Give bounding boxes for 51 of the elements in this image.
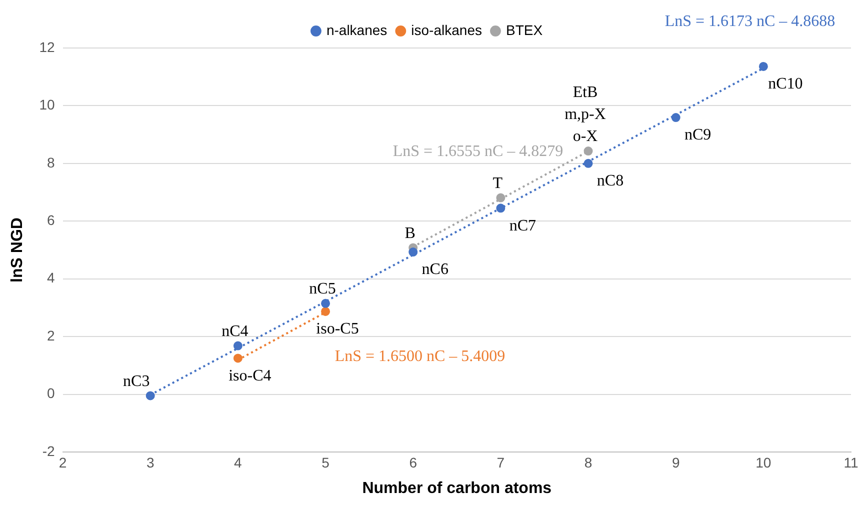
- point: [584, 158, 593, 168]
- x-tick-label: 3: [146, 454, 154, 470]
- x-tick-label: 11: [844, 454, 858, 470]
- point: [321, 298, 330, 308]
- x-tick-label: 2: [58, 454, 67, 470]
- annotation: LnS = 1.6500 nC – 5.4009: [334, 348, 506, 366]
- data-label: iso-C5: [316, 320, 359, 338]
- text: LnS = 1.6173 nC – 4.8688: [664, 13, 836, 30]
- annotation: LnS = 1.6555 nC – 4.8279: [392, 143, 564, 160]
- y-tick-label: 2: [46, 327, 55, 344]
- point: [321, 306, 330, 316]
- x-tick-label: 4: [234, 454, 242, 470]
- point: [496, 204, 506, 213]
- y-tick-label: -2: [42, 442, 55, 459]
- data-label: nC4: [222, 323, 248, 340]
- y-tick-label: 12: [39, 38, 55, 55]
- y-tick-label: 10: [39, 96, 55, 113]
- data-label: EtB m,p-X o-X: [564, 84, 606, 146]
- data-label: nC6: [422, 261, 448, 278]
- data-label: B: [404, 224, 416, 242]
- legend-label: BTEX: [506, 22, 544, 38]
- legend-label: iso-alkanes: [411, 22, 482, 38]
- x-tick-label: 6: [409, 454, 418, 470]
- data-label: nC9: [684, 126, 712, 144]
- x-axis-title: Number of carbon atoms: [362, 480, 552, 497]
- data-label: iso-C4: [228, 367, 272, 384]
- x-tick-label: 7: [496, 454, 505, 470]
- data-label: nC10: [768, 76, 803, 93]
- y-tick-label: 6: [46, 212, 55, 228]
- point: [671, 113, 680, 122]
- data-label: nC5: [309, 280, 336, 298]
- point: [408, 248, 418, 257]
- x-tick-label: 9: [672, 454, 680, 470]
- x-tick-label: 5: [322, 454, 330, 470]
- y-tick-label: 0: [46, 385, 55, 402]
- y-axis-title: lnS NGD: [9, 218, 26, 282]
- point: [496, 193, 506, 202]
- point: [758, 62, 768, 71]
- data-label: nC8: [596, 172, 624, 190]
- point: [584, 146, 593, 156]
- data-label: nC3: [123, 372, 150, 390]
- data-label: nC7: [509, 217, 536, 234]
- y-tick-label: 4: [46, 270, 55, 286]
- point: [146, 391, 155, 400]
- y-tick-label: 8: [46, 154, 55, 170]
- point: [233, 354, 242, 363]
- point: [233, 341, 242, 350]
- x-tick-label: 10: [756, 454, 772, 470]
- x-tick-label: 8: [584, 454, 592, 470]
- legend-label: n-alkanes: [326, 22, 388, 38]
- data-label: T: [492, 174, 503, 192]
